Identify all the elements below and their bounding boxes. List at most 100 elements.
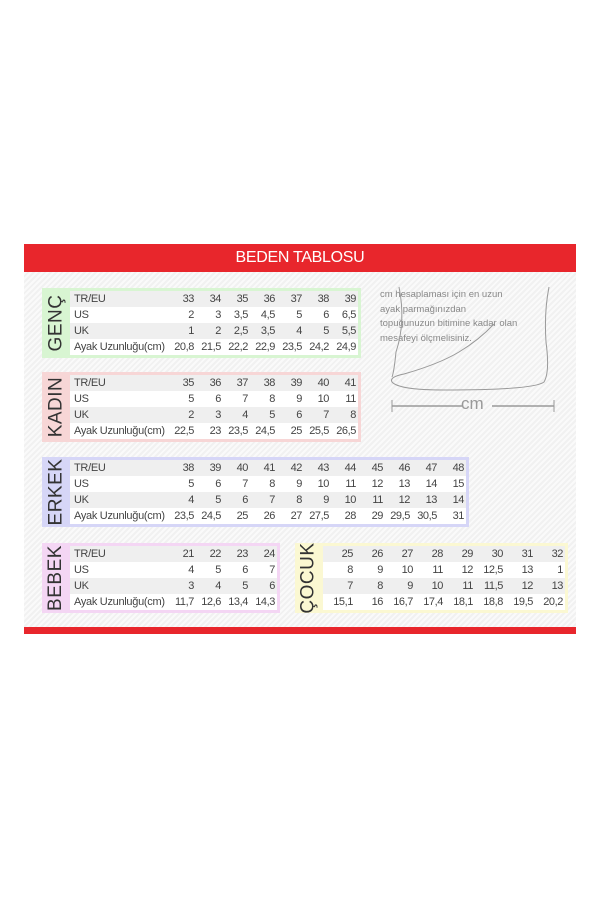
size-cell: 45 <box>371 462 384 474</box>
size-cell: 14 <box>425 478 438 490</box>
row-label: US <box>74 564 89 576</box>
table-row: Ayak Uzunluğu(cm) 23,5 24,5 25 26 27 27,5 28 29 2… <box>70 508 466 524</box>
size-cell: 3,5 <box>233 309 248 321</box>
table-row: Ayak Uzunluğu(cm) 22,5 23 23,5 24,5 25 25,5 26,… <box>70 423 358 439</box>
size-cell: 23 <box>236 548 249 560</box>
size-cell: 6 <box>269 580 275 592</box>
size-cell: 3,5 <box>260 325 275 337</box>
size-cell: 39 <box>344 293 357 305</box>
size-cell: 24,5 <box>201 510 221 522</box>
table-category-label: ÇOCUK <box>295 542 323 613</box>
footer-bar <box>24 627 576 634</box>
size-cell: 7 <box>323 409 329 421</box>
size-cell: 24,9 <box>336 341 356 353</box>
row-label: US <box>74 393 89 405</box>
chart-title: BEDEN TABLOSU <box>24 244 576 272</box>
row-label: US <box>74 478 89 490</box>
size-cell: 12,5 <box>483 564 503 576</box>
size-cell: 36 <box>263 293 276 305</box>
size-cell: 7 <box>347 580 353 592</box>
size-cell: 22,5 <box>174 425 194 437</box>
size-cell: 40 <box>236 462 249 474</box>
size-cell: 10 <box>401 564 414 576</box>
row-label: Ayak Uzunluğu(cm) <box>74 425 165 437</box>
size-cell: 6 <box>215 478 221 490</box>
size-cell: 4 <box>296 325 302 337</box>
table-category-label: ERKEK <box>42 457 70 527</box>
size-cell: 13 <box>425 494 438 506</box>
size-cell: 38 <box>182 462 195 474</box>
category-name: GENÇ <box>45 294 66 352</box>
table-row: US 4 5 6 7 <box>70 562 277 578</box>
size-cell: 31 <box>521 548 534 560</box>
category-name: KADIN <box>45 376 67 438</box>
size-cell: 10 <box>344 494 357 506</box>
size-cell: 11 <box>432 564 443 576</box>
size-cell: 10 <box>317 393 330 405</box>
size-cell: 9 <box>407 580 413 592</box>
row-label: UK <box>74 494 89 506</box>
row-label: TR/EU <box>74 293 106 305</box>
table-category-label: BEBEK <box>42 543 70 613</box>
size-cell: 12 <box>521 580 534 592</box>
table-row: US 2 3 3,5 4,5 5 6 6,5 <box>70 307 358 323</box>
size-cell: 6,5 <box>341 309 356 321</box>
size-table-cocuk: ÇOCUK 25 26 27 28 29 30 31 32 8 9 10 11 12 12,5 13 1 7 8 9 1… <box>295 542 568 614</box>
size-cell: 1 <box>188 325 194 337</box>
size-cell: 27 <box>290 510 303 522</box>
table-row: US 5 6 7 8 9 10 11 12 13 14 15 <box>70 476 466 492</box>
table-row: UK 3 4 5 6 <box>70 578 277 594</box>
size-cell: 27,5 <box>309 510 329 522</box>
size-cell: 4 <box>242 409 248 421</box>
table-row: 25 26 27 28 29 30 31 32 <box>323 546 565 562</box>
size-table-kadin: KADIN TR/EU 35 36 37 38 39 40 41 US 5 6 7 8 9 10 11 UK 2 3 4… <box>42 372 361 442</box>
size-table-genc: GENÇ TR/EU 33 34 35 36 37 38 39 US 2 3 3,5 4,5 5 6 6,5 UK… <box>42 288 361 358</box>
size-cell: 12 <box>461 564 474 576</box>
size-cell: 35 <box>236 293 249 305</box>
size-cell: 13 <box>551 580 564 592</box>
size-cell: 11,5 <box>484 580 503 592</box>
size-cell: 21,5 <box>201 341 221 353</box>
size-cell: 3 <box>215 409 221 421</box>
row-label: TR/EU <box>74 462 106 474</box>
size-cell: 21 <box>182 548 195 560</box>
row-label: Ayak Uzunluğu(cm) <box>74 510 165 522</box>
size-cell: 6 <box>242 494 248 506</box>
size-cell: 3 <box>215 309 221 321</box>
size-cell: 38 <box>317 293 330 305</box>
size-cell: 6 <box>296 409 302 421</box>
size-cell: 5 <box>296 309 302 321</box>
size-cell: 11 <box>345 393 356 405</box>
size-cell: 38 <box>263 377 276 389</box>
size-cell: 5 <box>215 494 221 506</box>
size-cell: 5 <box>188 478 194 490</box>
table-row: TR/EU 33 34 35 36 37 38 39 <box>70 291 358 307</box>
row-label: UK <box>74 580 89 592</box>
size-cell: 13 <box>398 478 411 490</box>
size-cell: 20,2 <box>543 596 563 608</box>
size-cell: 8 <box>347 564 353 576</box>
size-cell: 8 <box>269 478 275 490</box>
size-cell: 23 <box>209 425 222 437</box>
size-cell: 11 <box>462 580 473 592</box>
size-cell: 8 <box>377 580 383 592</box>
size-cell: 19,5 <box>513 596 533 608</box>
size-cell: 6 <box>242 564 248 576</box>
size-cell: 25,5 <box>309 425 329 437</box>
size-cell: 15,1 <box>333 596 353 608</box>
size-cell: 34 <box>209 293 222 305</box>
size-cell: 24 <box>263 548 276 560</box>
category-name: ERKEK <box>45 458 67 526</box>
table-row: 8 9 10 11 12 12,5 13 1 <box>323 562 565 578</box>
size-cell: 22,2 <box>228 341 248 353</box>
size-cell: 23,5 <box>174 510 194 522</box>
size-cell: 6 <box>323 309 329 321</box>
table-row: TR/EU 21 22 23 24 <box>70 546 277 562</box>
row-label: TR/EU <box>74 548 106 560</box>
size-cell: 25 <box>290 425 303 437</box>
size-cell: 28 <box>431 548 444 560</box>
size-cell: 7 <box>269 494 275 506</box>
size-cell: 28 <box>344 510 357 522</box>
size-cell: 5 <box>242 580 248 592</box>
size-cell: 35 <box>182 377 195 389</box>
